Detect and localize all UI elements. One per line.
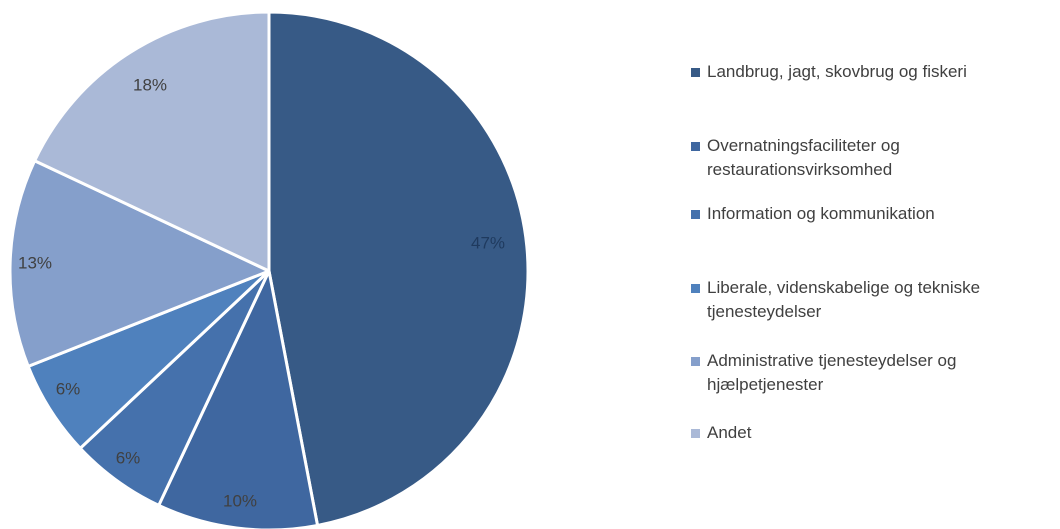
legend-label: Landbrug, jagt, skovbrug og fiskeri <box>707 62 967 81</box>
pie-data-label: 10% <box>223 491 257 510</box>
legend-swatch <box>691 429 700 438</box>
pie-slices <box>8 10 530 529</box>
legend-label: Overnatningsfaciliteter og restaurations… <box>707 136 900 179</box>
pie-chart: 47% 10% 6% 6% 13% 18% <box>8 10 530 529</box>
legend-item: Landbrug, jagt, skovbrug og fiskeri <box>691 60 1060 84</box>
legend-item: Information og kommunikation <box>691 202 1060 226</box>
pie-data-label: 6% <box>56 379 81 398</box>
legend-item: Liberale, videnskabelige og tekniske tje… <box>691 276 1060 324</box>
pie-data-label: 47% <box>471 233 505 252</box>
legend-swatch <box>691 284 700 293</box>
legend-swatch <box>691 210 700 219</box>
pie-data-label: 18% <box>133 75 167 94</box>
pie-data-label: 13% <box>18 253 52 272</box>
legend-item: Administrative tjenesteydelser og hjælpe… <box>691 349 1060 397</box>
legend-label: Liberale, videnskabelige og tekniske tje… <box>707 278 981 321</box>
pie-data-label: 6% <box>116 448 141 467</box>
chart-legend: Landbrug, jagt, skovbrug og fiskeri Overn… <box>691 0 1060 529</box>
legend-label: Andet <box>707 423 752 442</box>
legend-item: Andet <box>691 421 1060 445</box>
pie-slice <box>8 159 271 368</box>
legend-swatch <box>691 68 700 77</box>
legend-swatch <box>691 142 700 151</box>
legend-item: Overnatningsfaciliteter og restaurations… <box>691 134 1060 182</box>
legend-swatch <box>691 357 700 366</box>
pie-slice <box>157 269 320 529</box>
legend-label: Information og kommunikation <box>707 204 935 223</box>
pie-data-labels: 47% 10% 6% 6% 13% 18% <box>18 75 505 510</box>
pie-slice <box>267 10 530 527</box>
legend-label: Administrative tjenesteydelser og hjælpe… <box>707 351 957 394</box>
pie-slice <box>33 10 271 273</box>
